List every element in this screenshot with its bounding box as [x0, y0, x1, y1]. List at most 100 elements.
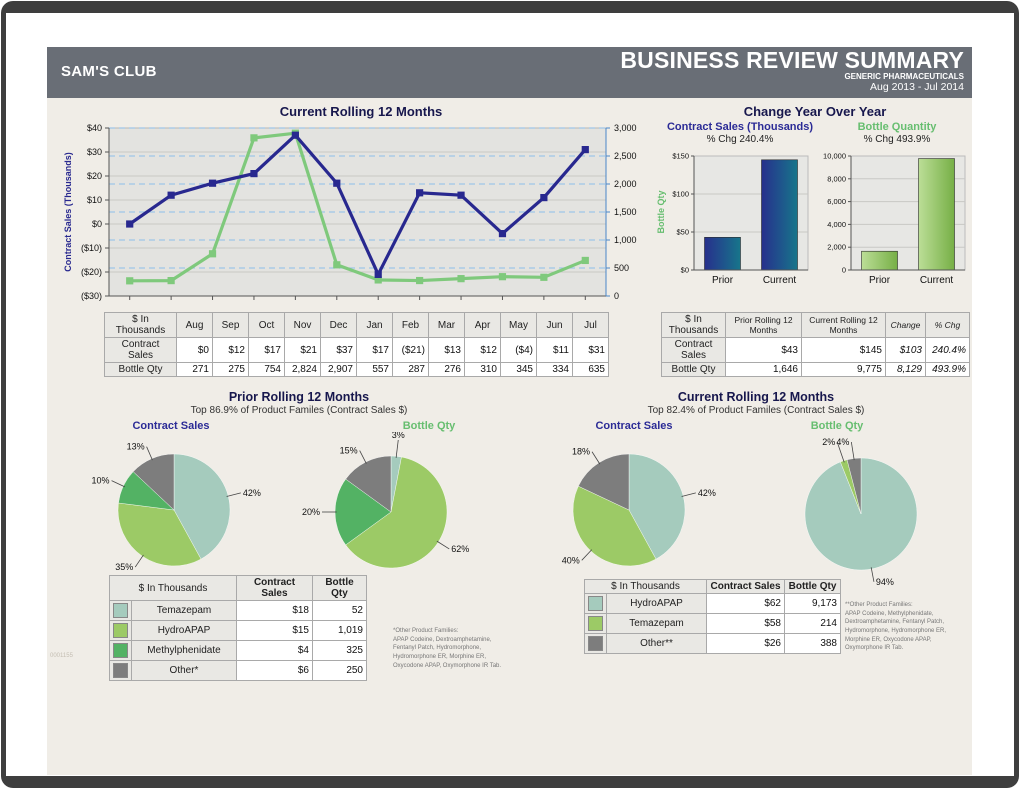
cell: $17 — [356, 337, 393, 363]
cell: 310 — [464, 362, 501, 377]
svg-text:Contract Sales (Thousands): Contract Sales (Thousands) — [63, 152, 73, 272]
yoy-title: Change Year Over Year — [743, 104, 887, 119]
svg-text:15%: 15% — [340, 446, 358, 456]
svg-text:$30: $30 — [87, 147, 102, 157]
svg-text:$10: $10 — [87, 195, 102, 205]
cell: 388 — [784, 633, 841, 654]
legend-swatch — [109, 660, 132, 681]
col-header: Bottle Qty — [784, 579, 841, 594]
report-period: Aug 2013 - Jul 2014 — [870, 81, 964, 93]
svg-text:0: 0 — [842, 266, 846, 275]
product-name: Temazepam — [606, 613, 707, 634]
row-label: Contract Sales — [104, 337, 177, 363]
cell: ($4) — [500, 337, 537, 363]
cell: $13 — [428, 337, 465, 363]
cell: 271 — [176, 362, 213, 377]
header-bar: SAM'S CLUB BUSINESS REVIEW SUMMARY GENER… — [47, 47, 972, 98]
month-header: Sep — [212, 312, 249, 338]
product-row: Other* $6 250 — [109, 660, 367, 681]
svg-text:$0: $0 — [681, 266, 689, 275]
cell: 275 — [212, 362, 249, 377]
svg-text:13%: 13% — [127, 442, 145, 452]
yoy-bottle-qty-title: Bottle Quantity — [857, 121, 937, 133]
cell: 9,775 — [801, 362, 886, 377]
svg-text:4,000: 4,000 — [827, 220, 846, 229]
cell: $18 — [236, 600, 313, 621]
cell: 240.4% — [925, 337, 970, 363]
client-name: SAM'S CLUB — [61, 63, 157, 80]
svg-text:35%: 35% — [115, 562, 133, 572]
bottle-qty-row: Bottle Qty 271 275 754 2,824 2,907 557 2… — [104, 362, 609, 377]
cell: 557 — [356, 362, 393, 377]
month-header: Feb — [392, 312, 429, 338]
month-header: Mar — [428, 312, 465, 338]
svg-text:94%: 94% — [876, 577, 894, 587]
cell: 214 — [784, 613, 841, 634]
product-row: Other** $26 388 — [584, 633, 841, 654]
month-header: Jan — [356, 312, 393, 338]
current-pies-subtitle: Top 82.4% of Product Familes (Contract S… — [647, 405, 865, 416]
month-header: Jun — [536, 312, 573, 338]
svg-text:2,500: 2,500 — [614, 151, 637, 161]
legend-swatch — [584, 613, 607, 634]
cell: $12 — [464, 337, 501, 363]
current-contract-sales-pie-title: Contract Sales — [595, 420, 673, 432]
current-footnote: **Other Product Families: APAP Codeine, … — [845, 602, 947, 652]
svg-text:$50: $50 — [676, 228, 689, 237]
svg-text:2%: 2% — [822, 437, 835, 447]
prior-bottle-qty-pie-title: Bottle Qty — [402, 420, 456, 432]
svg-text:1,000: 1,000 — [614, 235, 637, 245]
current-pies-title: Current Rolling 12 Months — [677, 390, 835, 404]
svg-text:3%: 3% — [392, 432, 405, 440]
svg-text:Current: Current — [763, 275, 797, 286]
col-header: Contract Sales — [236, 575, 313, 601]
svg-text:42%: 42% — [698, 488, 716, 498]
svg-text:Prior: Prior — [712, 275, 734, 286]
prior-pies-title: Prior Rolling 12 Months — [228, 390, 370, 404]
cell: 8,129 — [885, 362, 926, 377]
legend-swatch — [109, 600, 132, 621]
product-row: Temazepam $58 214 — [584, 613, 841, 634]
cell: $21 — [284, 337, 321, 363]
cell: 345 — [500, 362, 537, 377]
svg-text:Prior: Prior — [869, 275, 891, 286]
svg-text:3,000: 3,000 — [614, 123, 637, 133]
cell: $103 — [885, 337, 926, 363]
cell: ($21) — [392, 337, 429, 363]
svg-text:62%: 62% — [451, 544, 469, 554]
col-header: Bottle Qty — [312, 575, 367, 601]
product-row: Methylphenidate $4 325 — [109, 640, 367, 661]
prior-contract-sales-pie-chart: 42% 35% 10% 13% — [92, 442, 261, 572]
svg-text:Bottle Qty: Bottle Qty — [656, 190, 666, 233]
month-header: Nov — [284, 312, 321, 338]
contract-sales-row: Contract Sales $43 $145 $103 240.4% — [661, 337, 970, 363]
product-name: Methylphenidate — [131, 640, 237, 661]
cell: 250 — [312, 660, 367, 681]
cell: $58 — [706, 613, 785, 634]
svg-text:($10): ($10) — [81, 243, 102, 253]
cell: $0 — [176, 337, 213, 363]
cell: $62 — [706, 593, 785, 614]
svg-text:2,000: 2,000 — [614, 179, 637, 189]
month-header: Jul — [572, 312, 609, 338]
cell: $43 — [725, 337, 802, 363]
yoy-contract-sales-bar-chart: $0 $50 $100 $150 Prior Current — [672, 152, 809, 286]
svg-text:42%: 42% — [243, 488, 261, 498]
row-label: Bottle Qty — [661, 362, 726, 377]
cell: 52 — [312, 600, 367, 621]
col-header: Prior Rolling 12 Months — [725, 312, 802, 338]
prior-product-table: $ In Thousands Contract Sales Bottle Qty… — [109, 575, 367, 681]
cell: 2,907 — [320, 362, 357, 377]
cell: 493.9% — [925, 362, 970, 377]
svg-text:$0: $0 — [92, 219, 102, 229]
current-contract-sales-pie-chart: 42% 40% 18% — [562, 447, 716, 567]
cell: $17 — [248, 337, 285, 363]
svg-text:$40: $40 — [87, 123, 102, 133]
row-label: Contract Sales — [661, 337, 726, 363]
yoy-contract-sales-pct-chg: % Chg 240.4% — [706, 134, 774, 145]
product-name: Temazepam — [131, 600, 237, 621]
prior-footnote: *Other Product Families: APAP Codeine, D… — [393, 628, 502, 669]
product-name: HydroAPAP — [606, 593, 707, 614]
legend-swatch — [584, 633, 607, 654]
month-header: May — [500, 312, 537, 338]
